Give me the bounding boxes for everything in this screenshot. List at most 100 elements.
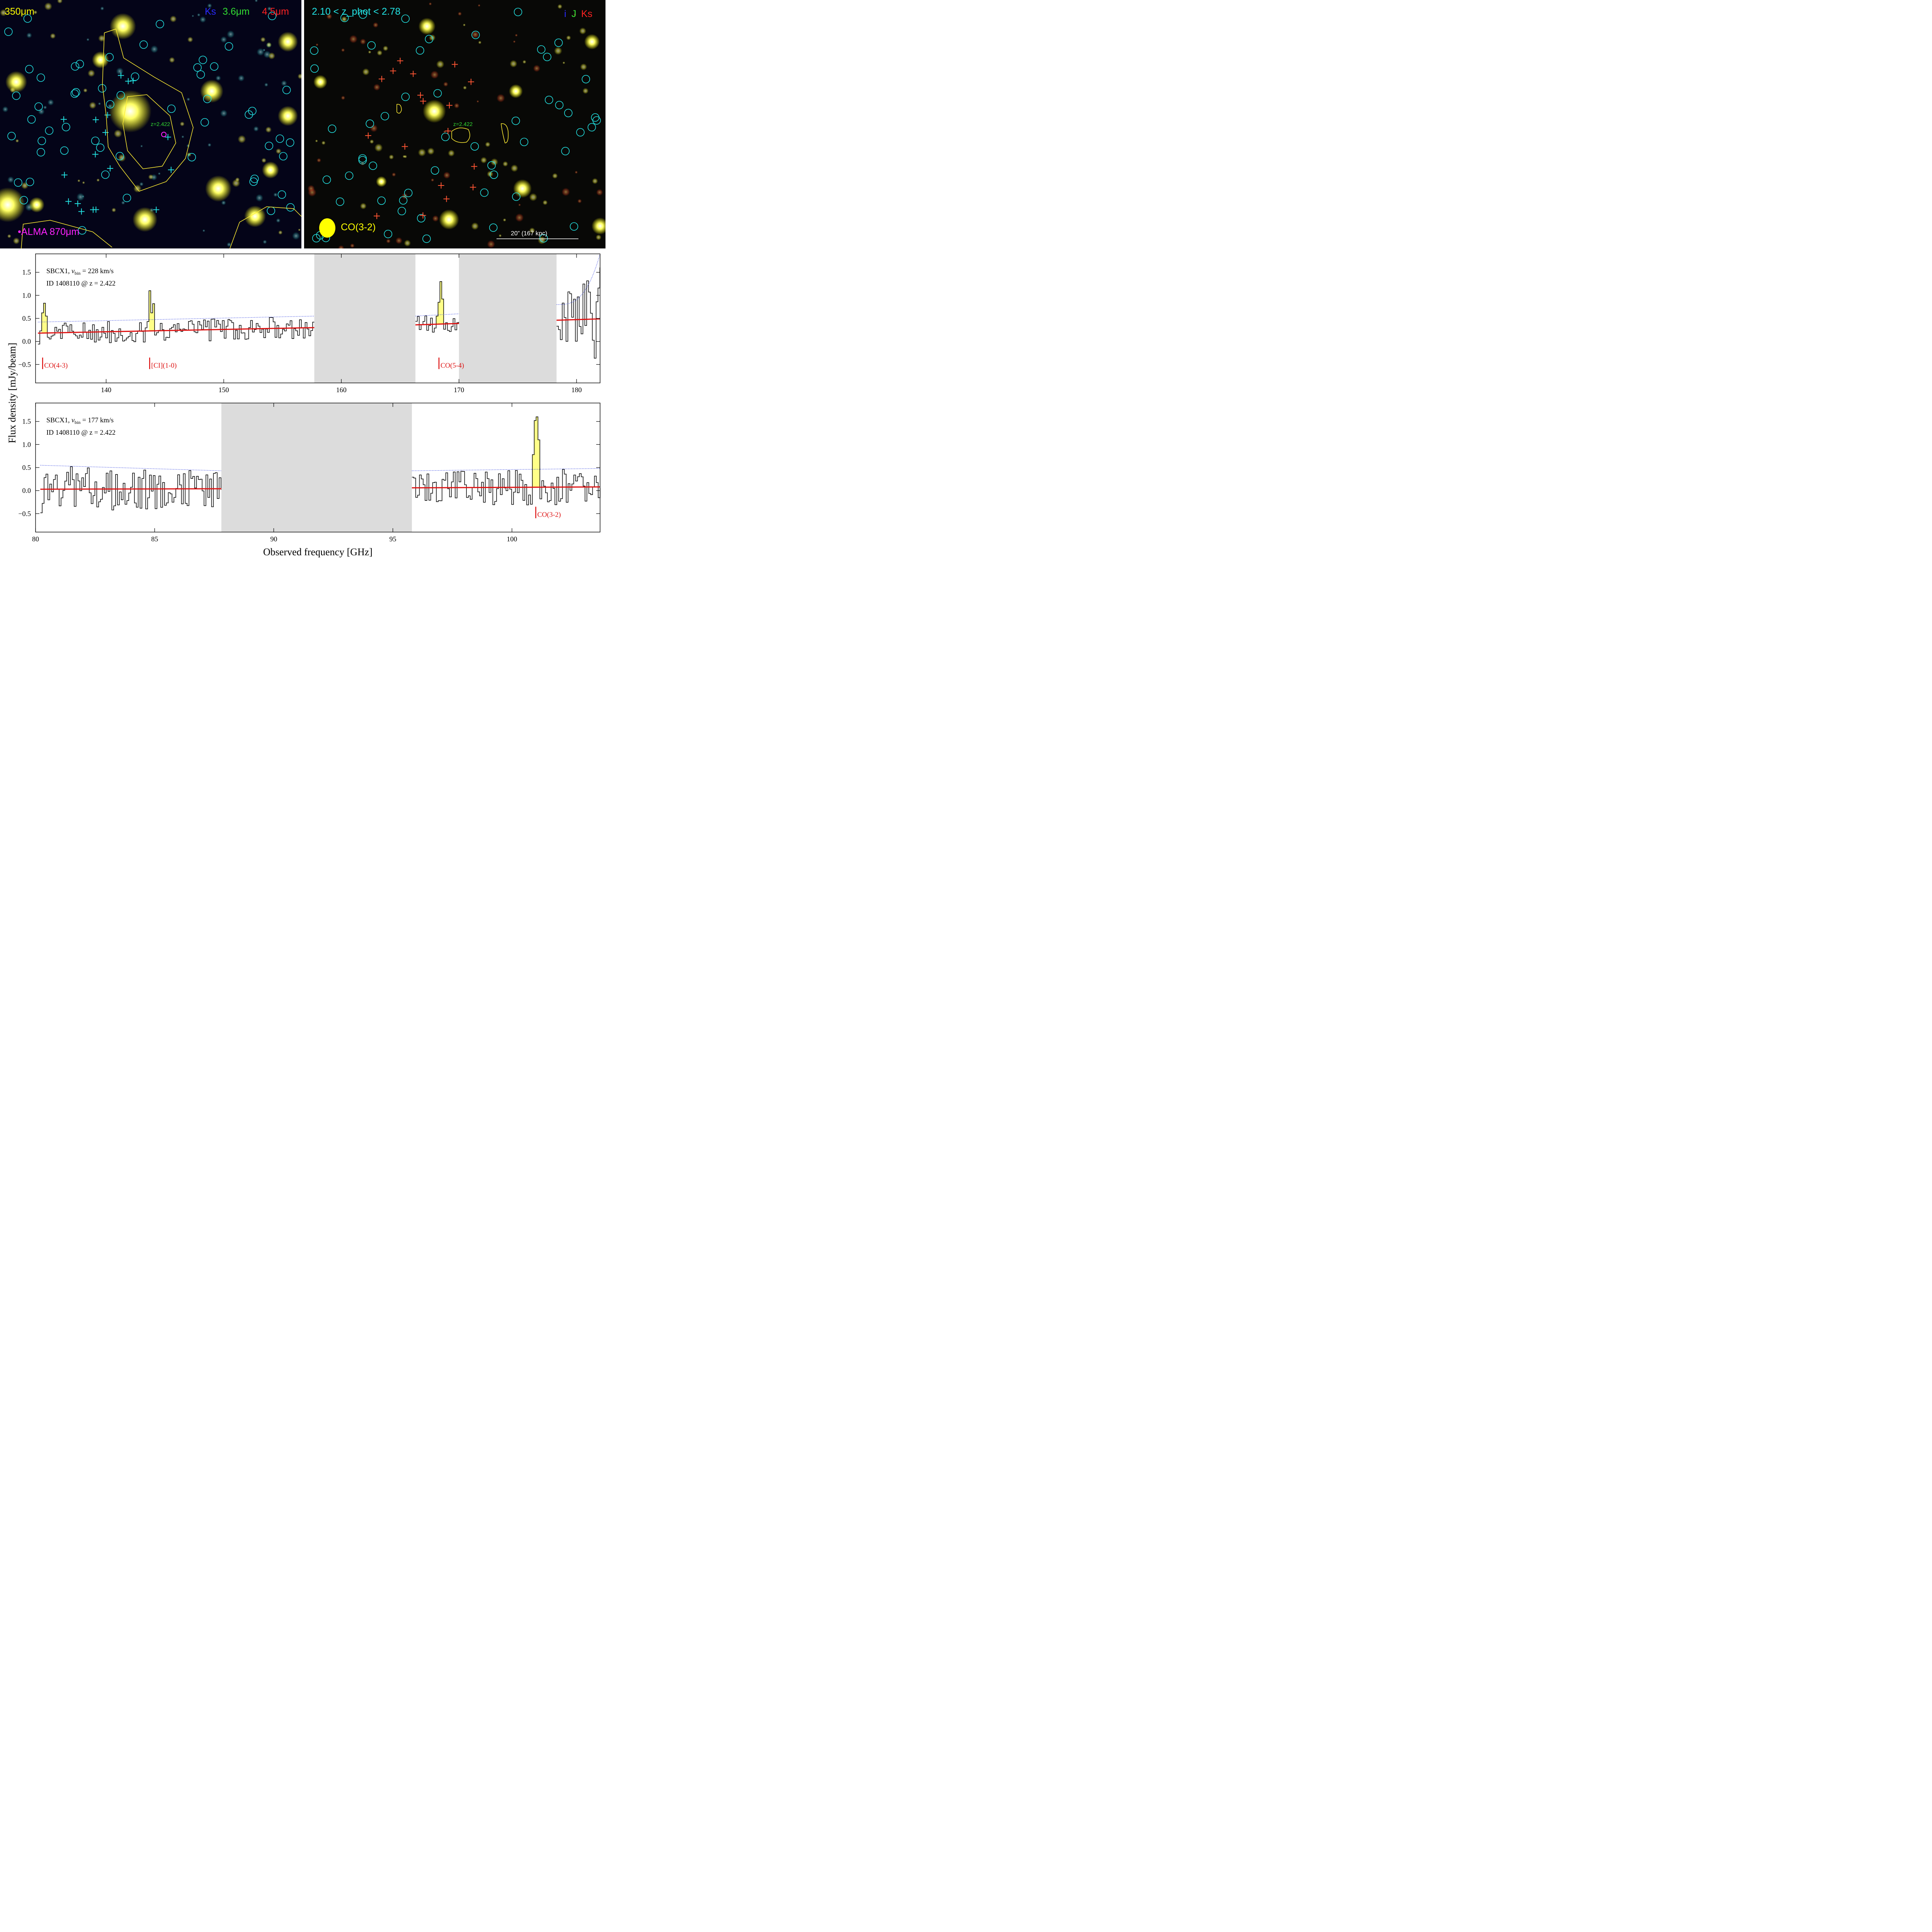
annotation-source: SBCX1, vbin = 177 km/s xyxy=(46,416,114,425)
faint-source xyxy=(582,88,589,94)
candidate-circle xyxy=(570,222,578,231)
candidate-circle xyxy=(167,104,176,113)
faint-source xyxy=(187,37,193,43)
faint-source xyxy=(404,240,411,247)
faint-source xyxy=(431,178,434,182)
faint-source xyxy=(490,158,498,166)
spec-z-cross xyxy=(452,61,458,68)
candidate-circle xyxy=(384,230,393,238)
candidate-circle xyxy=(45,126,54,135)
faint-source xyxy=(338,245,344,248)
candidate-circle xyxy=(193,63,202,72)
candidate-circle xyxy=(537,45,546,54)
faint-source xyxy=(350,243,355,248)
faint-source xyxy=(510,60,517,68)
candidate-circle xyxy=(277,190,286,199)
spec-z-cross xyxy=(75,201,81,207)
image-panel-left: 350μm Ks 3.6μm 4.5μm •ALMA 870μm z=2.422 xyxy=(0,0,301,248)
faint-source xyxy=(315,139,318,143)
faint-source xyxy=(471,31,479,39)
candidate-circle xyxy=(196,70,205,79)
label-3-6um: 3.6μm xyxy=(223,6,250,17)
candidate-circle xyxy=(26,177,34,186)
masked-band xyxy=(314,254,416,383)
candidate-circle xyxy=(4,27,13,36)
x-tick-label: 85 xyxy=(151,535,158,543)
faint-source xyxy=(116,67,124,75)
candidate-circle xyxy=(367,41,376,50)
faint-source xyxy=(276,148,281,154)
faint-source xyxy=(579,27,587,35)
bright-source xyxy=(423,100,446,123)
faint-source xyxy=(13,237,20,245)
spec-z-cross xyxy=(374,213,380,219)
candidate-circle xyxy=(401,92,410,101)
faint-source xyxy=(389,154,394,160)
contour-co32 xyxy=(451,128,470,143)
label-j-band: J xyxy=(571,9,577,19)
faint-source xyxy=(181,135,184,138)
contour-co32-east xyxy=(501,123,509,143)
spectrum-trace xyxy=(38,290,315,345)
candidate-circle xyxy=(564,109,573,117)
x-tick-label: 80 xyxy=(32,535,39,543)
spec-z-cross xyxy=(420,98,427,104)
faint-source xyxy=(202,229,206,232)
faint-source xyxy=(454,103,459,109)
candidate-circle xyxy=(156,20,164,29)
faint-source xyxy=(529,193,537,201)
bright-source xyxy=(110,13,136,39)
candidate-circle xyxy=(122,194,131,202)
y-tick-label: 0.5 xyxy=(22,464,31,471)
annotation-id: ID 1408110 @ z = 2.422 xyxy=(46,279,116,287)
spec-z-cross xyxy=(365,132,371,139)
candidate-circle xyxy=(116,91,125,100)
faint-source xyxy=(480,157,487,163)
masked-band xyxy=(459,254,557,383)
faint-source xyxy=(276,218,281,223)
bright-source xyxy=(513,179,532,198)
spec-z-cross xyxy=(443,196,450,202)
bright-source xyxy=(418,18,435,35)
candidate-circle xyxy=(369,162,378,170)
faint-source xyxy=(502,161,508,167)
label-350um: 350μm xyxy=(5,6,34,17)
candidate-circle xyxy=(27,115,36,124)
faint-source xyxy=(265,126,272,133)
faint-source xyxy=(267,6,272,11)
faint-source xyxy=(255,0,258,2)
candidate-circle xyxy=(543,53,551,61)
x-tick-label: 100 xyxy=(507,535,517,543)
faint-source xyxy=(207,143,212,147)
faint-source xyxy=(476,100,479,103)
faint-source xyxy=(2,106,9,112)
continuum-fit xyxy=(412,486,600,488)
contour-350um-outer xyxy=(102,29,194,192)
faint-source xyxy=(262,240,267,244)
candidate-circle xyxy=(340,14,349,22)
faint-source xyxy=(298,228,301,231)
masked-band xyxy=(221,403,412,532)
candidate-circle xyxy=(487,161,496,170)
faint-source xyxy=(89,102,97,109)
spec-z-cross xyxy=(445,128,451,134)
faint-source xyxy=(197,13,201,17)
spec-z-cross xyxy=(78,208,85,215)
faint-source xyxy=(220,109,228,117)
spectrum-trace xyxy=(40,466,221,514)
faint-source xyxy=(503,218,506,222)
candidate-circle xyxy=(433,89,442,98)
spec-z-cross xyxy=(390,68,396,74)
candidate-circle xyxy=(7,132,16,140)
faint-source xyxy=(566,35,571,40)
candidate-circle xyxy=(203,95,212,103)
faint-source xyxy=(543,200,548,205)
line-label: CO(5-4) xyxy=(440,362,464,370)
line-flux-fill xyxy=(41,303,48,333)
candidate-circle xyxy=(36,73,45,82)
faint-source xyxy=(513,40,516,43)
sky-image-right xyxy=(304,0,605,248)
candidate-circle xyxy=(544,95,553,104)
continuum-fit xyxy=(556,318,600,321)
candidate-circle xyxy=(70,89,79,98)
